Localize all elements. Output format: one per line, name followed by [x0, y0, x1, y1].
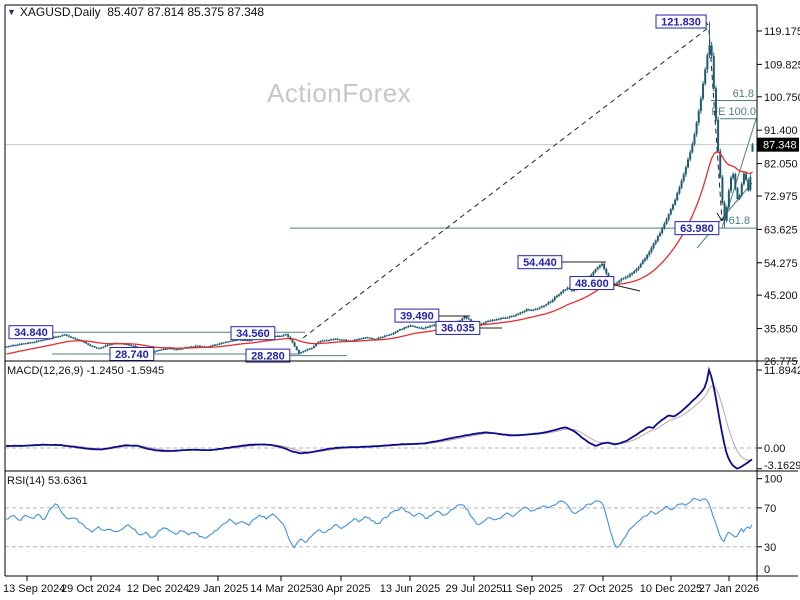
price-axis-label: 35.850: [764, 324, 798, 336]
price-annotation: 28.740: [109, 346, 155, 361]
rsi-indicator-label: RSI(14) 53.6361: [7, 475, 88, 487]
macd-indicator-label: MACD(12,26,9) -1.2450 -1.5945: [7, 365, 165, 377]
price-annotation: 34.840: [8, 325, 54, 340]
watermark: ActionForex: [267, 78, 412, 108]
svg-text:28.740: 28.740: [115, 349, 149, 361]
date-axis-label: 30 Apr 2025: [311, 583, 370, 595]
collapse-triangle-icon[interactable]: ▼: [7, 7, 16, 17]
price-axis-label: 63.625: [764, 224, 798, 236]
svg-text:87.348: 87.348: [763, 140, 797, 152]
date-axis-label: 14 Mar 2025: [250, 583, 312, 595]
date-axis-label: 27 Jan 2026: [699, 583, 760, 595]
price-annotation: 28.280: [245, 348, 291, 363]
rsi-line: [5, 497, 753, 549]
macd-axis-label: 11.8942: [764, 365, 800, 377]
trendline-layer: [302, 27, 727, 339]
background-layer: [5, 144, 757, 548]
date-axis-label: 29 Jul 2025: [446, 583, 503, 595]
rsi-axis-label: 30: [764, 542, 776, 554]
price-annotation: 34.560: [230, 326, 276, 341]
svg-text:121.830: 121.830: [661, 16, 701, 28]
rsi-axis-label: 0: [764, 564, 770, 576]
svg-text:36.035: 36.035: [441, 323, 475, 335]
price-axis-label: 72.975: [764, 191, 798, 203]
price-axis-label: 82.050: [764, 159, 798, 171]
fib-levels-layer: 61.8 FE 100.0 61.8: [48, 88, 757, 357]
price-axis-label: 26.775: [764, 356, 798, 368]
macd-axis-label: -3.1629: [764, 460, 800, 472]
price-axis-label: 100.750: [764, 92, 800, 104]
price-annotation: 36.035: [435, 320, 481, 335]
price-axis-label: 119.175: [764, 26, 800, 38]
indicator-lines-layer: [5, 366, 753, 549]
date-axis-label: 11 Sep 2025: [501, 583, 563, 595]
date-axis-label: 10 Dec 2025: [640, 583, 702, 595]
svg-text:28.280: 28.280: [251, 350, 285, 362]
macd-main-line: [5, 366, 753, 470]
symbol-period-label: XAGUSD,Daily: [19, 5, 101, 19]
date-axis-label: 12 Dec 2024: [127, 583, 189, 595]
fib-label: 61.8: [729, 215, 750, 227]
svg-text:39.490: 39.490: [400, 310, 434, 322]
candles-layer: [5, 21, 754, 355]
date-axis-label: 27 Oct 2025: [573, 583, 633, 595]
price-axis-label: 109.825: [764, 59, 800, 71]
date-axis-label: 13 Sep 2024: [3, 583, 65, 595]
date-axis-label: 29 Oct 2024: [61, 583, 121, 595]
rsi-axis-label: 100: [764, 474, 782, 486]
price-annotation: 39.490: [394, 308, 440, 323]
date-axis-label: 29 Jan 2025: [188, 583, 249, 595]
svg-text:48.600: 48.600: [575, 278, 609, 290]
macd-signal-line: [5, 385, 753, 461]
price-axis-label: 45.200: [764, 290, 798, 302]
price-annotation: 48.600: [569, 276, 615, 291]
price-annotation: 63.980: [674, 221, 720, 236]
svg-text:34.840: 34.840: [14, 327, 48, 339]
fib-label: 61.8: [733, 88, 754, 100]
svg-text:34.560: 34.560: [236, 328, 270, 340]
red-moving-average-line: [6, 151, 753, 355]
moving-average-layer: [6, 151, 753, 355]
price-axis-label: 54.275: [764, 258, 798, 270]
ohlc-readout: 85.407 87.814 85.375 87.348: [107, 5, 265, 19]
current-price-tag: [757, 137, 799, 152]
fib-label: FE 100.0: [711, 106, 756, 118]
price-axis-label: 91.400: [764, 125, 798, 137]
svg-text:63.980: 63.980: [680, 223, 714, 235]
date-axis-label: 13 Jun 2025: [380, 583, 441, 595]
axes-layer: 119.175 109.825 100.750 91.400 82.050 72.975 6…: [3, 4, 800, 595]
svg-text:54.440: 54.440: [523, 257, 557, 269]
macd-axis-label: 0.00: [764, 443, 785, 455]
rsi-axis-label: 70: [764, 503, 776, 515]
price-annotation: 54.440: [517, 255, 563, 270]
annotation-labels-layer: 34.840 28.740 34.560 28.280 39.490 36.035 54.4…: [8, 14, 720, 363]
chart-title-bar: ▼ XAGUSD,Daily 85.407 87.814 85.375 87.34…: [7, 5, 264, 19]
price-annotation: 121.830: [655, 14, 707, 29]
